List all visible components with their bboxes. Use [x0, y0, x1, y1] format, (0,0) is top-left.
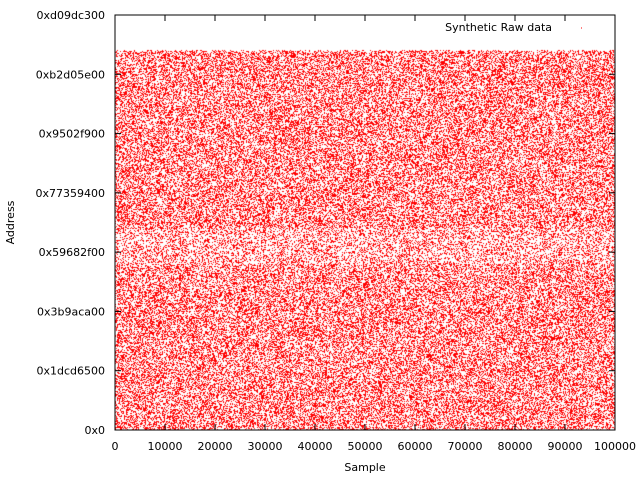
x-tick-label: 50000 — [348, 440, 383, 453]
x-tick-label: 0 — [112, 440, 119, 453]
y-tick-label: 0x1dcd6500 — [36, 365, 105, 378]
x-axis: 0 10000 20000 30000 40000 50000 60000 70000 8000… — [112, 15, 636, 453]
x-tick-label: 70000 — [448, 440, 483, 453]
x-tick-label: 60000 — [398, 440, 433, 453]
x-tick-label: 90000 — [548, 440, 583, 453]
x-tick-label: 10000 — [148, 440, 183, 453]
x-tick-label: 30000 — [248, 440, 283, 453]
y-tick-label: 0x59682f00 — [39, 246, 105, 259]
scatter-points — [115, 15, 615, 430]
legend-label: Synthetic Raw data — [445, 21, 552, 34]
y-tick-label: 0x0 — [84, 424, 105, 437]
y-axis-label: Address — [4, 200, 17, 244]
y-tick-label: 0xb2d05e00 — [36, 68, 105, 81]
y-tick-label: 0x9502f900 — [39, 128, 105, 141]
x-tick-label: 20000 — [198, 440, 233, 453]
x-tick-label: 40000 — [298, 440, 333, 453]
x-axis-label: Sample — [344, 461, 385, 474]
y-tick-label: 0x3b9aca00 — [37, 305, 105, 318]
plot-area — [114, 14, 616, 431]
data-points-layer — [115, 15, 615, 430]
y-tick-label: 0x77359400 — [36, 187, 106, 200]
x-tick-label: 80000 — [498, 440, 533, 453]
legend: Synthetic Raw data — [445, 21, 582, 34]
x-tick-label: 100000 — [594, 440, 636, 453]
y-axis: 0x0 0x1dcd6500 0x3b9aca00 0x59682f00 0x77359… — [36, 9, 615, 437]
y-tick-label: 0xd09dc300 — [36, 9, 105, 22]
